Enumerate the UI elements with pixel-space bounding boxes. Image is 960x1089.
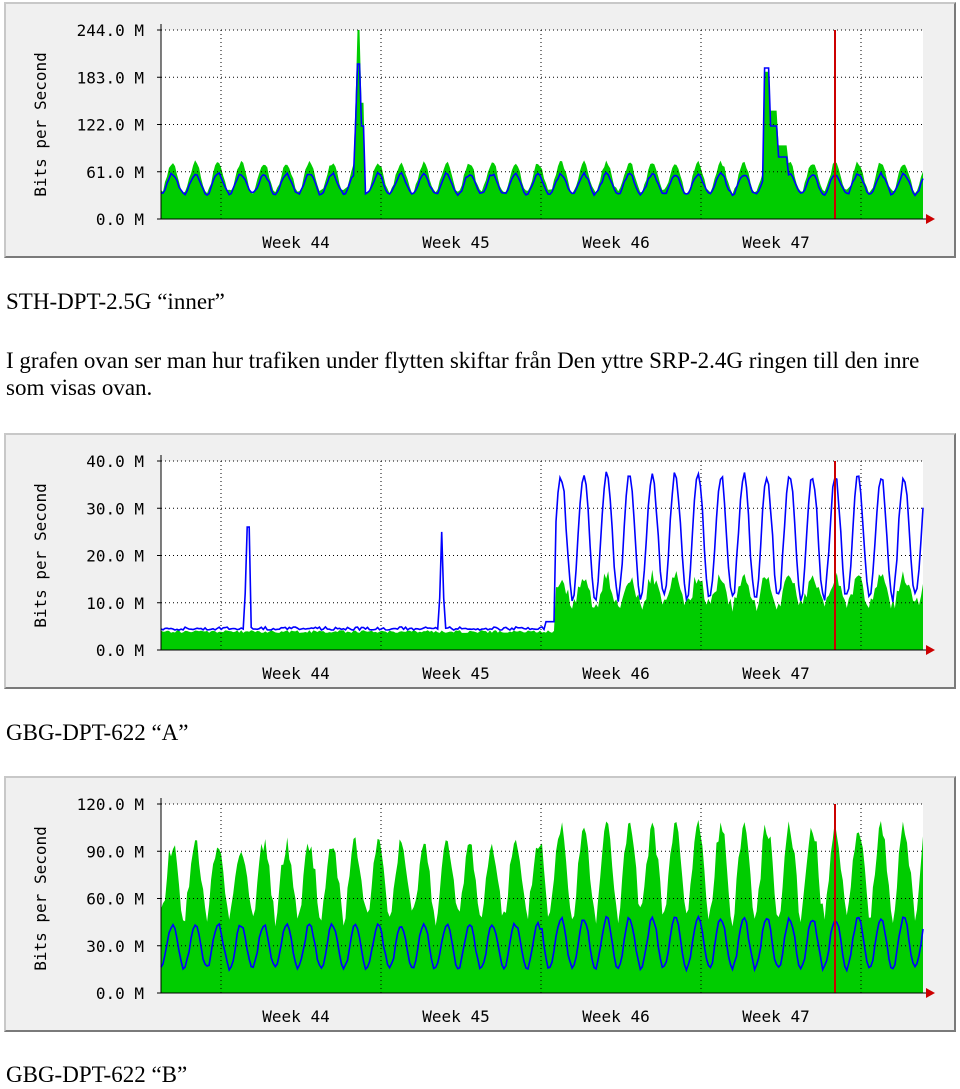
x-axis-arrow [926,645,935,655]
x-tick-label: Week 47 [742,664,809,683]
x-tick-label: Week 45 [422,664,489,683]
y-tick-label: 90.0 M [86,842,144,861]
x-axis-arrow [926,988,935,998]
chart-panel-2: 40.0 M 30.0 M 20.0 M 10.0 M 0.0 M Week 44 Week… [4,433,956,689]
x-tick-label: Week 47 [742,1007,809,1026]
y-tick-label: 61.0 M [86,163,144,182]
traffic-chart-2: 40.0 M 30.0 M 20.0 M 10.0 M 0.0 M Week 44 Week… [31,452,935,683]
series-in-area [161,569,923,650]
y-tick-label: 120.0 M [77,795,144,814]
y-tick-label: 40.0 M [86,452,144,471]
y-tick-label: 0.0 M [96,210,144,229]
y-tick-label: 183.0 M [77,68,144,87]
series-out-line [160,63,924,197]
x-tick-label: Week 44 [262,664,329,683]
y-tick-label: 0.0 M [96,641,144,660]
x-tick-label: Week 46 [582,664,649,683]
chart-panel-1: 244.0 M 183.0 M 122.0 M 61.0 M 0.0 M Week 44 W… [4,2,956,258]
series-out-line [160,914,924,973]
description-paragraph: I grafen ovan ser man hur trafiken under… [6,348,920,400]
x-tick-label: Week 47 [742,233,809,252]
y-tick-label: 60.0 M [86,890,144,909]
series-in-area [161,30,923,219]
caption-sth-inner: STH-DPT-2.5G “inner” [6,289,225,314]
y-tick-label: 30.0 M [86,499,144,518]
y-axis-label: Bits per Second [31,826,50,971]
x-tick-label: Week 45 [422,233,489,252]
x-tick-label: Week 44 [262,1007,329,1026]
y-axis-label: Bits per Second [31,52,50,197]
chart-panel-3: 120.0 M 90.0 M 60.0 M 30.0 M 0.0 M Week 44 Wee… [4,776,956,1032]
y-tick-label: 122.0 M [77,116,144,135]
traffic-chart-1: 244.0 M 183.0 M 122.0 M 61.0 M 0.0 M Week 44 W… [31,21,935,252]
series-out-line [160,470,924,632]
y-tick-label: 10.0 M [86,594,144,613]
y-tick-label: 20.0 M [86,547,144,566]
x-tick-label: Week 46 [582,1007,649,1026]
traffic-chart-3: 120.0 M 90.0 M 60.0 M 30.0 M 0.0 M Week 44 Wee… [31,795,935,1026]
y-tick-label: 30.0 M [86,937,144,956]
caption-gbg-b: GBG-DPT-622 “B” [6,1062,188,1087]
x-tick-label: Week 46 [582,233,649,252]
x-tick-label: Week 45 [422,1007,489,1026]
y-tick-label: 244.0 M [77,21,144,40]
x-axis-arrow [926,214,935,224]
y-axis-label: Bits per Second [31,483,50,628]
x-tick-label: Week 44 [262,233,329,252]
series-in-area [161,819,923,993]
y-tick-label: 0.0 M [96,984,144,1003]
caption-gbg-a: GBG-DPT-622 “A” [6,720,189,745]
